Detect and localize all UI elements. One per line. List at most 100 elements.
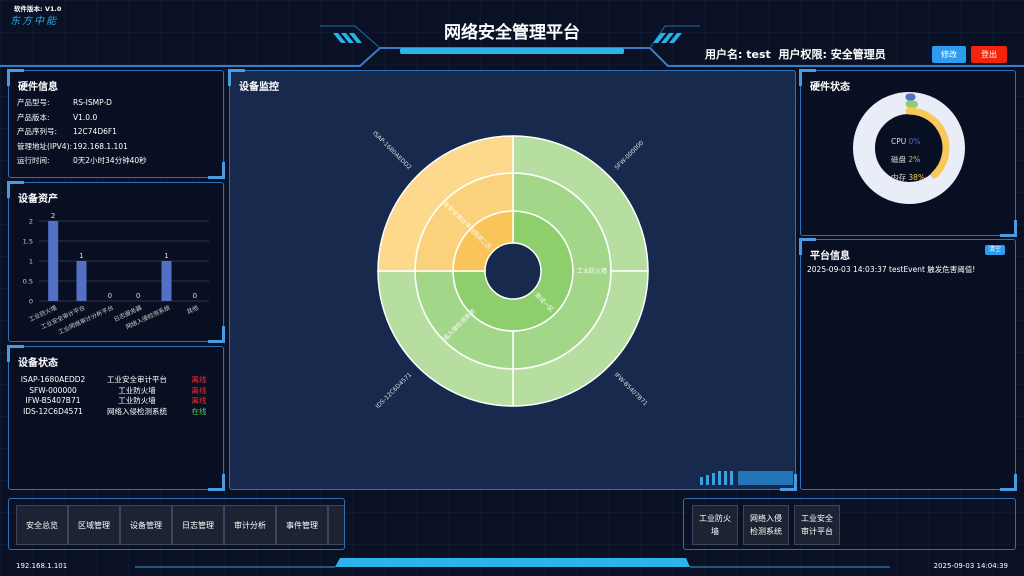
edit-button[interactable]: 修改	[932, 46, 966, 63]
device-nav	[683, 498, 1016, 550]
device-nav-button[interactable]: 工业安全审计平台	[794, 505, 840, 545]
nav-button[interactable]: 审计分析	[224, 505, 276, 545]
hardware-info-values: RS-ISMP-D V1.0.0 12C74D6F1 192.168.1.101 0天2…	[73, 96, 147, 169]
metric-name: 内存	[891, 173, 906, 182]
page-title: 网络安全管理平台	[444, 23, 580, 43]
data-label: 0	[193, 292, 197, 300]
data-label: 0	[136, 292, 140, 300]
panel-title: 设备监控	[239, 82, 279, 93]
key: 产品序列号:	[17, 127, 58, 136]
data-label: 2	[51, 212, 55, 220]
device-status-row: IDS-12C6D4571 网络入侵检测系统 在线	[9, 407, 225, 418]
y-tick-label: 1.5	[23, 238, 33, 246]
key: 运行时间:	[17, 156, 50, 165]
y-tick-label: 2	[29, 218, 33, 226]
value: V1.0.0	[73, 112, 98, 122]
metric-value: 0%	[908, 137, 921, 146]
sunburst-label: ISAP-1680AEDD2	[371, 130, 413, 172]
gauge-label: 磁盘 2%	[891, 151, 925, 169]
value: RS-ISMP-D	[73, 98, 112, 107]
device-state: 离线	[191, 375, 207, 384]
bar	[76, 261, 87, 301]
device-state: 离线	[191, 396, 207, 405]
x-tick-label: 其他	[185, 304, 199, 316]
value: 192.168.1.101	[73, 141, 128, 151]
nav-button[interactable]: 事件管理	[276, 505, 328, 545]
nav-button[interactable]: 安全总览	[16, 505, 68, 545]
metric-value: 38%	[908, 173, 926, 182]
panel-title: 设备资产	[18, 194, 58, 205]
device-type: 工业防火墙	[118, 385, 156, 395]
device-id: ISAP-1680AEDD2	[20, 375, 86, 384]
footer-frame	[135, 558, 890, 568]
role-label: 用户权限:	[778, 48, 827, 61]
username: test	[746, 48, 771, 61]
gauge-label: CPU 0%	[891, 133, 925, 151]
key: 产品版本:	[17, 112, 50, 122]
value: 12C74D6F1	[73, 127, 117, 136]
gauge-label: 内存 38%	[891, 169, 925, 187]
bar	[161, 261, 172, 301]
header-frame	[0, 25, 1024, 67]
device-nav-button[interactable]: 工业防火墙	[692, 505, 738, 545]
device-type: 网络入侵检测系统	[107, 406, 167, 416]
device-state: 在线	[191, 406, 207, 416]
footer-time: 2025-09-03 14:04:39	[933, 562, 1008, 570]
metric-name: CPU	[891, 137, 907, 146]
panel-title: 硬件状态	[810, 82, 850, 93]
gauge-bar-2	[905, 107, 950, 179]
platform-info-panel: 平台信息 清空 2025-09-03 14:03:37 testEvent 触发…	[799, 238, 1017, 491]
y-tick-label: 1	[29, 258, 33, 266]
data-label: 0	[108, 292, 112, 300]
sunburst-label: 工业防火墙	[577, 267, 607, 275]
hardware-info-keys: 产品型号: 产品版本: 产品序列号: 管理地址(IPV4): 运行时间:	[17, 96, 72, 169]
sunburst-chart: 测试一区测试二区工业防火墙网络入侵检测系统工业安全审计平台SFW-000000I…	[371, 130, 649, 410]
device-id: SFW-000000	[29, 385, 77, 395]
device-type: 工业安全审计平台	[107, 375, 167, 384]
device-monitor-panel: 设备监控 测试一区 测试二区 工业防火墙 网络入侵检测系统 工业安全审计平台 SFW-00…	[228, 69, 797, 491]
key: 产品型号:	[17, 98, 50, 107]
bar	[48, 221, 59, 301]
hardware-info-panel: 硬件信息 产品型号: 产品版本: 产品序列号: 管理地址(IPV4): 运行时间: RS…	[7, 69, 225, 179]
asset-bar-chart: 00.511.522工业防火墙1工业安全审计平台0工业网络审计分析平台0日志服务…	[23, 212, 209, 336]
footer-ip: 192.168.1.101	[16, 562, 68, 570]
sunburst-label: IFW-B5407B71	[613, 371, 649, 407]
metric-name: 磁盘	[891, 155, 906, 164]
clear-button[interactable]: 清空	[985, 245, 1005, 255]
user-info: 用户名: test 用户权限: 安全管理员	[705, 46, 886, 62]
data-label: 1	[164, 252, 168, 260]
device-status-row: ISAP-1680AEDD2 工业安全审计平台 离线	[9, 375, 225, 386]
sunburst-label: IDS-12C6D4571	[374, 371, 413, 410]
device-type: 工业防火墙	[118, 396, 156, 405]
device-status-row: SFW-000000 工业防火墙 离线	[9, 386, 225, 397]
decor-bars	[700, 471, 793, 485]
y-tick-label: 0.5	[23, 278, 33, 286]
nav-button[interactable]: 安全	[328, 505, 344, 545]
nav-button[interactable]: 设备管理	[120, 505, 172, 545]
platform-message: 2025-09-03 14:03:37 testEvent 触发危害阈值!	[807, 265, 976, 274]
panel-title: 设备状态	[18, 358, 58, 369]
resource-radial-chart	[853, 92, 965, 204]
hardware-status-panel: 硬件状态 CPU 0% 磁盘 2% 内存 38%	[799, 69, 1017, 237]
logout-button[interactable]: 登出	[971, 46, 1007, 63]
logo: 东方中能	[10, 16, 58, 27]
panel-title: 硬件信息	[18, 82, 58, 93]
device-id: IDS-12C6D4571	[23, 406, 83, 416]
device-status-panel: 设备状态 ISAP-1680AEDD2 工业安全审计平台 离线 SFW-000000 工…	[7, 345, 225, 491]
key: 管理地址(IPV4):	[17, 141, 73, 151]
sunburst-segment	[377, 135, 514, 272]
value: 0天2小时34分钟40秒	[73, 156, 147, 165]
device-id: IFW-B5407B71	[25, 396, 81, 405]
device-status-row: IFW-B5407B71 工业防火墙 离线	[9, 396, 225, 407]
device-state: 离线	[191, 385, 207, 395]
device-nav-button[interactable]: 网络入侵检测系统	[743, 505, 789, 545]
data-label: 1	[79, 252, 83, 260]
nav-button[interactable]: 区域管理	[68, 505, 120, 545]
panel-title: 平台信息	[810, 251, 850, 262]
nav-button[interactable]: 日志管理	[172, 505, 224, 545]
role: 安全管理员	[830, 48, 886, 61]
software-version: 软件版本: V1.0	[14, 5, 62, 13]
sunburst-label: SFW-000000	[613, 139, 645, 171]
module-nav: 安全总览区域管理设备管理日志管理审计分析事件管理安全	[8, 498, 345, 550]
metric-value: 2%	[908, 155, 921, 164]
